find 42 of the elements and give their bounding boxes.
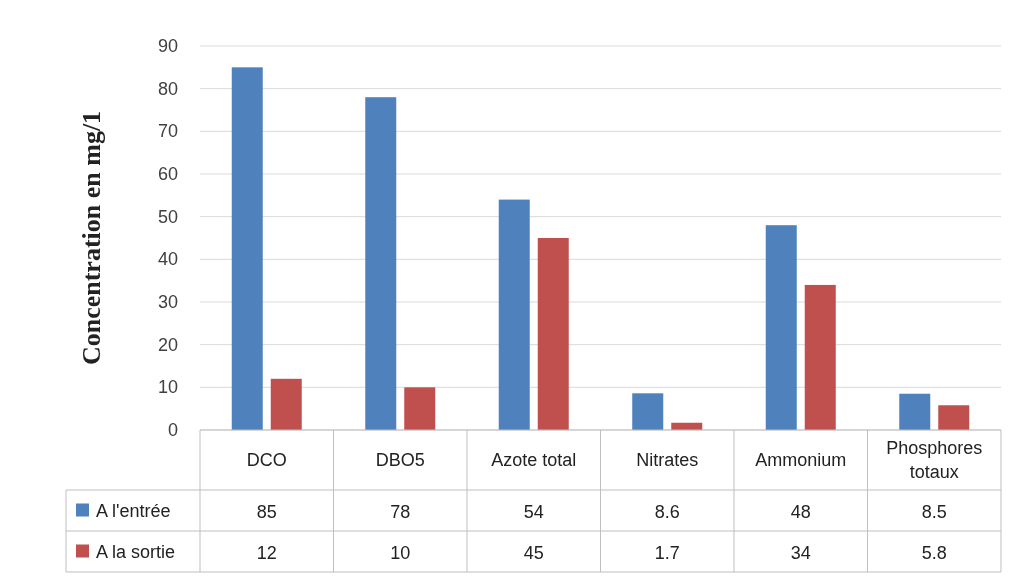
y-tick-label: 40	[157, 249, 178, 270]
data-label: 1.7	[654, 542, 680, 563]
x-tick-label: Phosphores totaux	[886, 438, 983, 482]
legend-label: A la sortie	[96, 541, 176, 562]
data-label: 10	[390, 542, 411, 563]
bar	[899, 393, 931, 430]
y-tick-label: 90	[157, 36, 178, 56]
x-tick-label: DBO5	[375, 450, 425, 470]
y-tick-label: 30	[157, 292, 178, 312]
bar	[804, 284, 836, 430]
data-label: 78	[390, 501, 411, 522]
data-label: 8.6	[654, 501, 680, 522]
x-tick-label: Nitrates	[636, 450, 699, 470]
bar	[537, 238, 569, 430]
bar	[231, 67, 263, 430]
y-tick-label: 50	[157, 206, 178, 227]
data-label: 54	[523, 501, 544, 522]
data-label: 34	[790, 542, 811, 563]
y-tick-label: 20	[157, 334, 178, 355]
bar	[270, 378, 302, 430]
y-axis-title: Concentration en mg/1	[77, 110, 106, 366]
data-label: 12	[256, 542, 277, 563]
data-label: 48	[790, 501, 811, 522]
data-label: 85	[256, 501, 277, 522]
x-tick-label: Azote total	[491, 450, 577, 470]
bar	[938, 405, 970, 430]
bar	[365, 97, 397, 430]
legend-label: A l'entrée	[96, 500, 171, 521]
bar	[632, 393, 664, 430]
data-label: 8.5	[921, 501, 947, 522]
x-tick-label: Ammonium	[755, 450, 847, 470]
y-tick-label: 70	[157, 121, 178, 142]
bar	[498, 199, 530, 430]
y-tick-label: 80	[157, 78, 178, 99]
data-label: 5.8	[921, 542, 947, 563]
x-tick-label: DCO	[246, 450, 287, 470]
y-tick-label: 0	[167, 420, 178, 440]
data-label: 45	[523, 542, 544, 563]
y-tick-label: 60	[157, 164, 178, 184]
bar	[404, 387, 436, 430]
bar	[765, 225, 797, 430]
y-tick-label: 10	[157, 377, 178, 398]
